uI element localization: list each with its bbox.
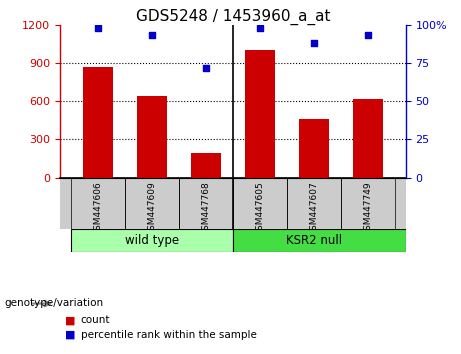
Text: GSM447605: GSM447605 (255, 182, 264, 236)
Text: GSM447749: GSM447749 (363, 182, 372, 236)
Text: count: count (81, 315, 110, 325)
Bar (233, 178, 287, 229)
Point (148, 33, 155, 38)
Text: percentile rank within the sample: percentile rank within the sample (81, 330, 257, 339)
Text: ■: ■ (65, 315, 75, 325)
Bar (287, 178, 341, 229)
Bar (71, 229, 233, 252)
Point (364, 33, 372, 38)
Bar (125, 178, 179, 229)
Text: GSM447606: GSM447606 (93, 182, 102, 236)
Bar (71, 178, 125, 229)
Text: GSM447607: GSM447607 (309, 182, 319, 236)
Bar (245, 50, 275, 178)
Point (94, 25, 101, 31)
Bar (233, 229, 406, 252)
Bar (179, 178, 233, 229)
Bar (137, 96, 166, 178)
Bar (299, 119, 329, 178)
Text: GSM447768: GSM447768 (201, 182, 210, 236)
Text: GSM447609: GSM447609 (147, 182, 156, 236)
Text: wild type: wild type (125, 234, 179, 247)
Bar (353, 99, 383, 178)
Point (202, 65, 209, 70)
Point (310, 40, 318, 46)
Text: KSR2 null: KSR2 null (286, 234, 342, 247)
Title: GDS5248 / 1453960_a_at: GDS5248 / 1453960_a_at (136, 8, 330, 25)
Bar (191, 153, 221, 178)
Bar (341, 178, 395, 229)
Text: genotype/variation: genotype/variation (5, 298, 104, 308)
Text: ■: ■ (65, 330, 75, 339)
Bar (83, 67, 112, 178)
Point (256, 25, 264, 31)
